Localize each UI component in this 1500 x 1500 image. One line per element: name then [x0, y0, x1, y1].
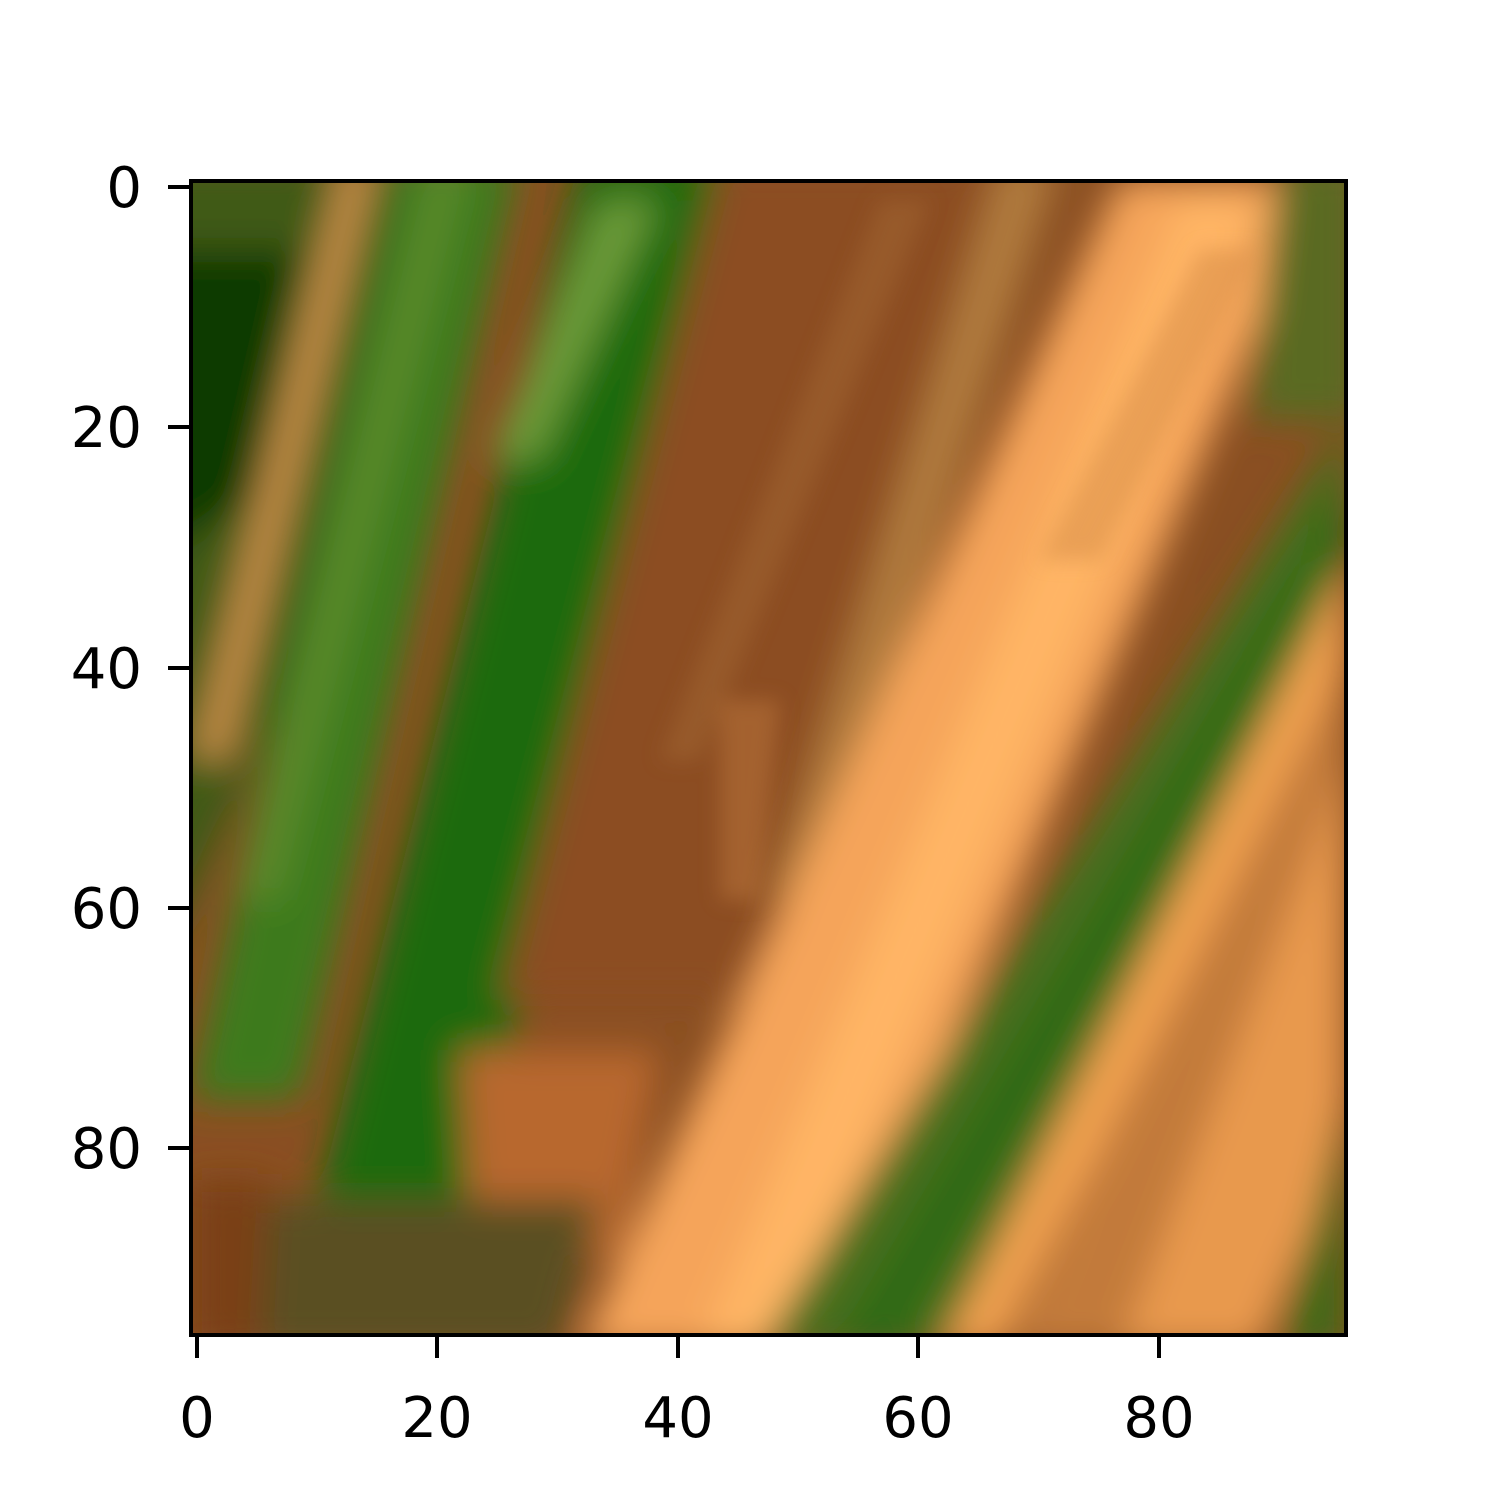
- y-axis: [168, 185, 191, 1150]
- x-tick-label-80: 80: [1123, 1386, 1194, 1451]
- y-tick-label-80: 80: [71, 1117, 142, 1182]
- y-tick-label-40: 40: [71, 637, 142, 702]
- x-tick-label-40: 40: [642, 1386, 713, 1451]
- y-tick-label-0: 0: [106, 156, 142, 221]
- x-tick-label-60: 60: [882, 1386, 953, 1451]
- y-tick-label-20: 20: [71, 396, 142, 461]
- crop-field-image: [191, 181, 1346, 1335]
- x-tick-label-20: 20: [401, 1386, 472, 1451]
- y-tick-label-60: 60: [71, 877, 142, 942]
- x-axis: [195, 1335, 1161, 1358]
- plot-frame: [189, 179, 1348, 1337]
- x-tick-label-0: 0: [179, 1386, 215, 1451]
